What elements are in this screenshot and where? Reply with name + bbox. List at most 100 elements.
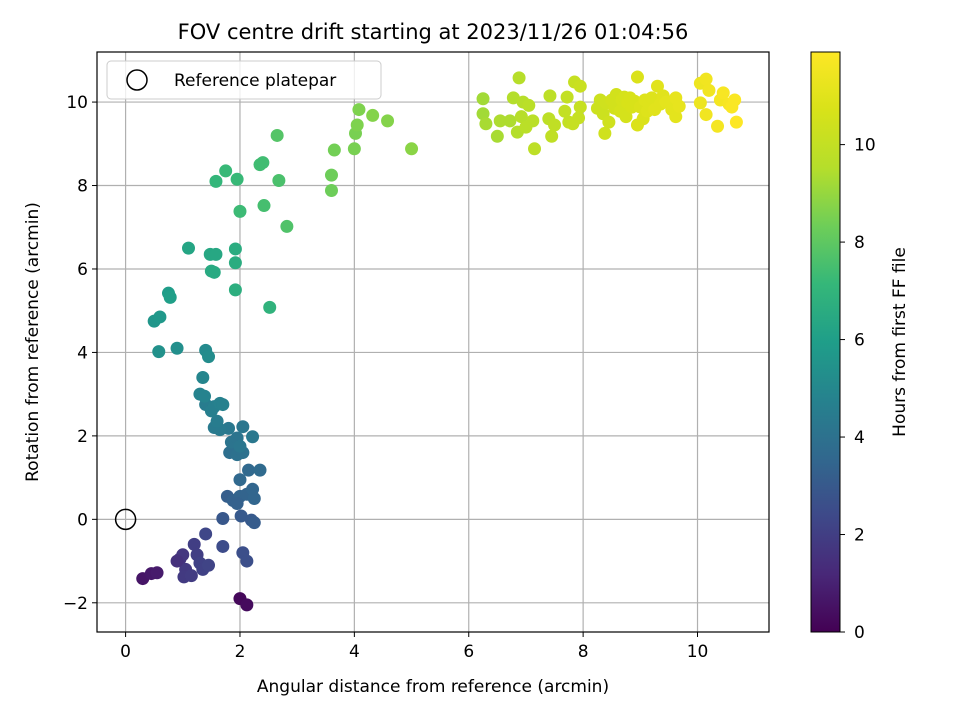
data-point xyxy=(545,129,559,143)
data-point xyxy=(324,168,338,182)
reference-platepar-marker xyxy=(114,508,137,531)
data-point xyxy=(270,128,284,142)
data-point xyxy=(327,143,341,157)
data-point xyxy=(242,463,256,477)
data-point xyxy=(476,107,490,121)
colorbar-tick-label: 10 xyxy=(854,136,876,156)
data-point xyxy=(150,566,164,580)
data-point xyxy=(207,265,221,279)
data-point xyxy=(187,537,201,551)
data-point xyxy=(209,247,223,261)
y-tick-label: 0 xyxy=(77,510,88,530)
data-point xyxy=(476,92,490,106)
data-point xyxy=(572,111,586,125)
data-point xyxy=(522,98,536,112)
x-tick-label: 6 xyxy=(463,642,474,662)
data-point xyxy=(272,174,286,188)
data-point xyxy=(699,108,713,122)
data-point xyxy=(199,527,213,541)
data-point xyxy=(503,114,517,128)
data-point xyxy=(716,86,730,100)
data-point xyxy=(729,115,743,129)
scatter-points xyxy=(136,70,743,612)
data-point xyxy=(506,91,520,105)
colorbar-tick-label: 4 xyxy=(854,428,865,448)
data-point xyxy=(672,99,686,113)
data-point xyxy=(528,142,542,156)
data-point xyxy=(198,389,212,403)
data-point xyxy=(170,341,184,355)
data-point xyxy=(240,598,254,612)
data-point xyxy=(247,516,261,530)
y-tick-label: 10 xyxy=(66,93,88,113)
data-point xyxy=(234,509,248,523)
legend-marker-icon xyxy=(126,69,148,91)
data-point xyxy=(711,119,725,133)
colorbar-tick-label: 0 xyxy=(854,623,865,643)
data-point xyxy=(280,219,294,233)
data-point xyxy=(352,103,366,117)
data-point xyxy=(702,83,716,97)
data-point xyxy=(228,256,242,270)
data-point xyxy=(216,539,230,553)
colorbar-tick-label: 6 xyxy=(854,331,865,351)
data-point xyxy=(219,164,233,178)
data-point xyxy=(479,117,493,131)
x-tick-label: 0 xyxy=(120,642,131,662)
colorbar xyxy=(810,51,841,633)
data-point xyxy=(233,439,247,453)
data-point xyxy=(263,300,277,314)
data-point xyxy=(236,420,250,434)
y-tick-label: −2 xyxy=(63,594,88,614)
y-tick-label: 6 xyxy=(77,260,88,280)
x-tick-label: 4 xyxy=(349,642,360,662)
data-point xyxy=(543,89,557,103)
data-point xyxy=(210,414,224,428)
data-point xyxy=(560,90,574,104)
data-point xyxy=(526,114,540,128)
data-point xyxy=(699,72,713,86)
x-tick-label: 8 xyxy=(578,642,589,662)
chart-title: FOV centre drift starting at 2023/11/26 … xyxy=(178,20,689,44)
data-point xyxy=(246,482,260,496)
data-point xyxy=(153,310,167,324)
colorbar-tick-label: 8 xyxy=(854,233,865,253)
data-point xyxy=(490,129,504,143)
data-point xyxy=(256,156,270,170)
x-tick-label: 10 xyxy=(687,642,709,662)
data-point xyxy=(196,370,210,384)
data-point xyxy=(216,398,230,412)
data-point xyxy=(619,110,633,124)
data-point xyxy=(240,554,254,568)
x-tick-label: 2 xyxy=(235,642,246,662)
colorbar-tick-label: 2 xyxy=(854,526,865,546)
data-point xyxy=(152,345,166,359)
data-point xyxy=(202,558,216,572)
data-point xyxy=(350,118,364,132)
x-axis-ticks: 0 2 4 6 8 10 xyxy=(120,632,708,662)
data-point xyxy=(573,79,587,93)
legend-entry-reference-platepar: Reference platepar xyxy=(174,71,336,91)
data-point xyxy=(233,473,247,487)
data-point xyxy=(324,184,338,198)
plot-frame xyxy=(96,51,770,633)
data-point xyxy=(216,512,230,526)
data-point xyxy=(246,430,260,444)
data-point xyxy=(548,118,562,132)
data-point xyxy=(630,70,644,84)
data-point xyxy=(347,142,361,156)
data-point xyxy=(381,114,395,128)
y-axis-label: Rotation from reference (arcmin) xyxy=(23,202,43,482)
data-point xyxy=(598,126,612,140)
data-point xyxy=(512,71,526,85)
data-point xyxy=(602,115,616,129)
y-axis-ticks: −2 0 2 4 6 8 10 xyxy=(63,93,97,614)
data-point xyxy=(182,241,196,255)
y-tick-label: 8 xyxy=(77,177,88,197)
data-point xyxy=(573,100,587,114)
data-point xyxy=(202,350,216,364)
data-point xyxy=(514,110,528,124)
data-point xyxy=(230,172,244,186)
data-point xyxy=(209,174,223,188)
